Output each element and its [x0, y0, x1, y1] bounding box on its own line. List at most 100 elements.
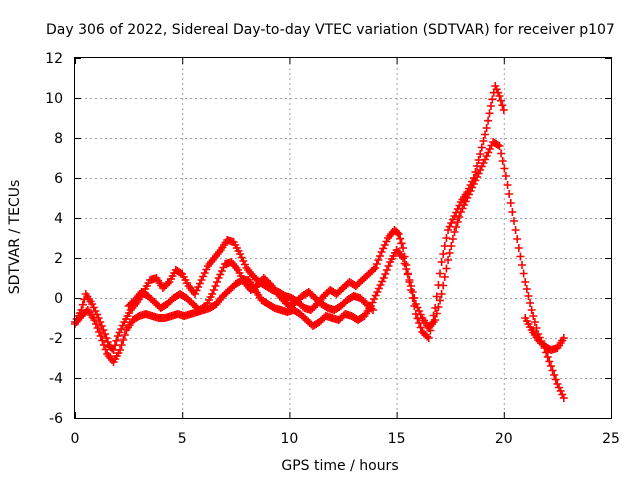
- data-point-marker: [214, 274, 223, 282]
- data-point-marker: [461, 197, 470, 206]
- plot-frame: [74, 57, 612, 419]
- data-point-marker: [394, 230, 403, 238]
- data-point-marker: [434, 303, 443, 311]
- data-point-marker: [112, 336, 121, 345]
- data-point-marker: [524, 292, 533, 300]
- data-point-marker: [477, 162, 486, 171]
- data-point-marker: [505, 190, 514, 198]
- y-tick-label: 12: [45, 51, 63, 67]
- data-point-marker: [437, 290, 446, 298]
- data-point-marker: [118, 321, 127, 330]
- data-point-marker: [445, 249, 454, 257]
- data-point-marker: [508, 208, 517, 216]
- data-point-marker: [558, 390, 567, 399]
- data-point-marker: [476, 166, 485, 174]
- data-point-marker: [530, 318, 539, 326]
- data-point-marker: [369, 306, 378, 314]
- data-point-marker: [89, 303, 98, 312]
- data-point-marker: [211, 282, 220, 290]
- data-point-marker: [498, 101, 507, 110]
- data-point-marker: [236, 250, 245, 258]
- data-point-marker: [200, 269, 209, 277]
- data-point-marker: [370, 295, 379, 303]
- data-point-marker: [399, 254, 408, 262]
- data-point-marker: [440, 273, 449, 281]
- data-point-marker: [197, 276, 206, 284]
- data-point-marker: [163, 279, 172, 288]
- data-point-marker: [488, 95, 497, 104]
- data-point-marker: [119, 336, 128, 344]
- data-point-marker: [526, 299, 535, 307]
- data-point-marker: [368, 298, 377, 307]
- data-point-marker: [93, 324, 102, 332]
- x-axis-ticks: 0 5 10 15 20 25: [71, 58, 620, 447]
- data-point-marker: [532, 324, 541, 332]
- data-point-marker: [405, 276, 414, 284]
- data-point-marker: [377, 248, 386, 256]
- data-point-marker: [372, 260, 381, 268]
- data-point-marker: [447, 242, 456, 250]
- data-point-marker: [393, 228, 402, 237]
- data-point-marker: [495, 142, 504, 150]
- data-point-marker: [513, 235, 522, 243]
- data-point-marker: [509, 217, 518, 225]
- data-point-marker: [381, 270, 390, 278]
- data-point-marker: [117, 325, 126, 333]
- data-point-marker: [469, 180, 478, 188]
- data-point-marker: [78, 300, 87, 309]
- data-point-marker: [191, 290, 200, 298]
- data-point-marker: [88, 300, 97, 308]
- data-point-marker: [442, 264, 451, 273]
- data-point-marker: [97, 322, 106, 330]
- data-point-marker: [439, 250, 448, 258]
- data-point-marker: [458, 204, 467, 213]
- data-point-marker: [202, 265, 211, 274]
- data-point-marker: [484, 148, 493, 157]
- data-point-marker: [397, 239, 406, 248]
- data-point-marker: [379, 274, 388, 282]
- data-point-marker: [96, 332, 105, 340]
- data-point-marker: [452, 223, 461, 231]
- y-axis-ticks: -6 -4 -2 0 2 4 6 8 10 12: [45, 51, 611, 427]
- data-point-marker: [378, 277, 387, 286]
- data-point-marker: [527, 306, 536, 314]
- data-point-marker: [550, 371, 559, 379]
- data-point-marker: [411, 300, 420, 308]
- data-point-marker: [209, 286, 218, 294]
- data-point-marker: [99, 326, 108, 334]
- data-point-marker: [374, 256, 383, 264]
- data-point-marker: [407, 282, 416, 290]
- data-point-marker: [551, 375, 560, 384]
- x-tick-label: 0: [71, 431, 80, 447]
- data-point-marker: [432, 309, 441, 318]
- data-point-marker: [555, 383, 564, 392]
- x-tick-label: 10: [280, 431, 298, 447]
- data-point-marker: [213, 278, 222, 286]
- data-point-marker: [463, 194, 472, 202]
- data-point-marker: [484, 116, 493, 125]
- data-point-marker: [117, 341, 126, 349]
- data-point-marker: [240, 260, 249, 269]
- data-point-marker: [559, 394, 568, 402]
- data-point-marker: [482, 152, 491, 160]
- data-point-marker: [91, 307, 100, 315]
- data-point-marker: [486, 102, 495, 110]
- data-point-marker: [471, 176, 480, 185]
- y-tick-label: 8: [54, 131, 63, 147]
- data-point-marker: [447, 219, 456, 227]
- data-point-marker: [116, 346, 125, 354]
- data-point-marker: [529, 312, 538, 320]
- data-point-marker: [516, 252, 525, 261]
- data-point-marker: [474, 169, 483, 178]
- data-point-marker: [416, 323, 425, 332]
- data-point-marker: [436, 296, 445, 305]
- data-point-marker: [416, 310, 425, 319]
- data-point-marker: [90, 316, 99, 324]
- data-point-marker: [102, 334, 111, 342]
- data-point-marker: [553, 380, 562, 388]
- data-point-marker: [450, 228, 459, 236]
- y-tick-label: -4: [49, 371, 63, 387]
- data-point-marker: [371, 264, 380, 272]
- data-point-marker: [444, 226, 453, 234]
